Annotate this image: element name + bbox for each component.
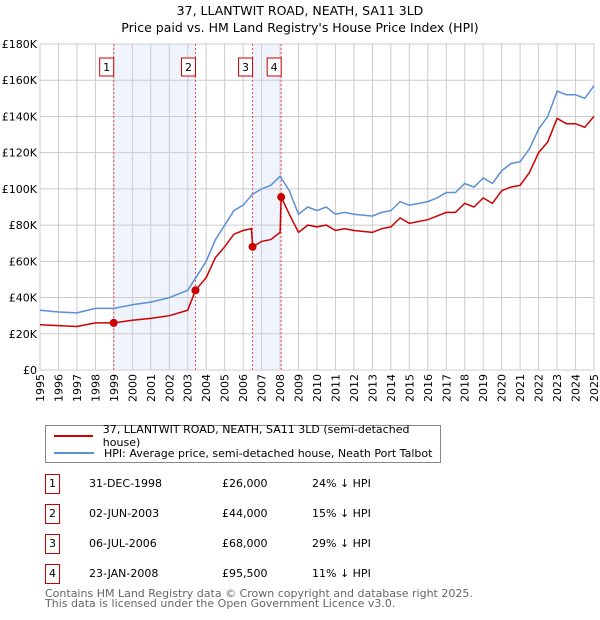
legend: 37, LLANTWIT ROAD, NEATH, SA11 3LD (semi… xyxy=(45,423,441,463)
sale-date: 31-DEC-1998 xyxy=(89,477,163,490)
sale-price: £26,000 xyxy=(222,477,268,490)
x-tick-label: 2019 xyxy=(477,374,490,402)
property-price-line xyxy=(39,115,595,328)
legend-swatch-hpi xyxy=(54,452,94,454)
y-tick-label: £140K xyxy=(2,110,38,123)
plot-frame xyxy=(39,43,595,371)
sale-date: 02-JUN-2003 xyxy=(89,507,160,520)
x-tick-label: 2010 xyxy=(311,374,324,402)
hpi-line xyxy=(39,85,595,314)
x-tick-label: 2003 xyxy=(182,374,195,402)
chart-title: 37, LLANTWIT ROAD, NEATH, SA11 3LD xyxy=(176,3,424,18)
sale-label-box xyxy=(99,57,115,77)
sale-label: 2 xyxy=(185,61,192,74)
chart-subtitle: Price paid vs. HM Land Registry's House … xyxy=(121,20,479,35)
footer-line-1: Contains HM Land Registry data © Crown c… xyxy=(45,587,473,600)
y-tick-label: £80K xyxy=(9,219,38,232)
sale-number: 2 xyxy=(45,504,60,524)
sale-hpi-diff: 11% ↓ HPI xyxy=(312,567,371,580)
y-tick-label: £160K xyxy=(2,74,38,87)
x-tick-label: 1997 xyxy=(71,374,84,402)
sale-price: £95,500 xyxy=(222,567,268,580)
y-tick-label: £180K xyxy=(2,38,38,51)
sale-date: 23-JAN-2008 xyxy=(89,567,159,580)
y-tick-label: £0 xyxy=(23,364,37,377)
x-tick-label: 2020 xyxy=(496,374,509,402)
sale-label-box xyxy=(266,57,282,77)
sale-price: £44,000 xyxy=(222,507,268,520)
sale-date: 06-JUL-2006 xyxy=(89,537,157,550)
x-tick-label: 2006 xyxy=(237,374,250,402)
sale-point xyxy=(191,286,200,295)
sale-price: £68,000 xyxy=(222,537,268,550)
x-tick-label: 2011 xyxy=(329,374,342,402)
x-tick-label: 2016 xyxy=(422,374,435,402)
x-tick-label: 1996 xyxy=(52,374,65,402)
sale-row: 2 02-JUN-2003 £44,000 15% ↓ HPI xyxy=(45,504,445,524)
x-tick-label: 2015 xyxy=(403,374,416,402)
x-tick-label: 2004 xyxy=(200,374,213,402)
sale-number: 3 xyxy=(45,534,60,554)
x-tick-label: 2014 xyxy=(385,374,398,402)
sale-label-box xyxy=(180,57,196,77)
sale-number: 1 xyxy=(45,474,60,494)
y-tick-label: £40K xyxy=(9,292,38,305)
sale-label-box xyxy=(238,57,254,77)
x-tick-label: 2001 xyxy=(145,374,158,402)
y-tick-label: £120K xyxy=(2,147,38,160)
legend-label-hpi: HPI: Average price, semi-detached house,… xyxy=(104,446,433,460)
x-tick-label: 2005 xyxy=(219,374,232,402)
x-tick-label: 2012 xyxy=(348,374,361,402)
x-tick-label: 2009 xyxy=(293,374,306,402)
x-tick-label: 2022 xyxy=(533,374,546,402)
x-tick-label: 2008 xyxy=(274,374,287,402)
shaded-range xyxy=(252,44,282,370)
footer-line-2: This data is licensed under the Open Gov… xyxy=(45,597,396,610)
sale-row: 1 31-DEC-1998 £26,000 24% ↓ HPI xyxy=(45,474,445,494)
sale-hpi-diff: 24% ↓ HPI xyxy=(312,477,371,490)
x-tick-label: 2007 xyxy=(256,374,269,402)
x-tick-label: 2013 xyxy=(366,374,379,402)
footer: Contains HM Land Registry data © Crown c… xyxy=(45,587,473,610)
x-tick-label: 2025 xyxy=(588,374,600,402)
sale-point xyxy=(248,242,257,251)
sale-label: 4 xyxy=(271,61,278,74)
y-tick-label: £60K xyxy=(9,255,38,268)
sale-point xyxy=(277,193,286,202)
x-tick-label: 2017 xyxy=(440,374,453,402)
sale-row: 4 23-JAN-2008 £95,500 11% ↓ HPI xyxy=(45,564,445,584)
x-tick-label: 2023 xyxy=(551,374,564,402)
x-tick-label: 2018 xyxy=(459,374,472,402)
x-tick-label: 1999 xyxy=(108,374,121,402)
sale-label: 3 xyxy=(242,61,249,74)
shaded-range xyxy=(113,44,196,370)
x-tick-label: 2021 xyxy=(514,374,527,402)
x-tick-label: 1995 xyxy=(34,374,47,402)
sale-number: 4 xyxy=(45,564,60,584)
sale-row: 3 06-JUL-2006 £68,000 29% ↓ HPI xyxy=(45,534,445,554)
y-tick-label: £20K xyxy=(9,328,38,341)
x-tick-label: 2024 xyxy=(570,374,583,402)
x-tick-label: 2002 xyxy=(163,374,176,402)
sale-label: 1 xyxy=(103,61,110,74)
sale-hpi-diff: 15% ↓ HPI xyxy=(312,507,371,520)
sale-point xyxy=(109,318,118,327)
sale-hpi-diff: 29% ↓ HPI xyxy=(312,537,371,550)
price-chart: 1995 1996 1997 1998 1999 2000 2001 2002 2003 2004… xyxy=(2,38,600,402)
y-tick-label: £100K xyxy=(2,183,38,196)
legend-swatch-property xyxy=(54,435,93,437)
x-tick-label: 2000 xyxy=(126,374,139,402)
x-tick-label: 1998 xyxy=(89,374,102,402)
legend-label-property: 37, LLANTWIT ROAD, NEATH, SA11 3LD (semi… xyxy=(102,423,410,449)
